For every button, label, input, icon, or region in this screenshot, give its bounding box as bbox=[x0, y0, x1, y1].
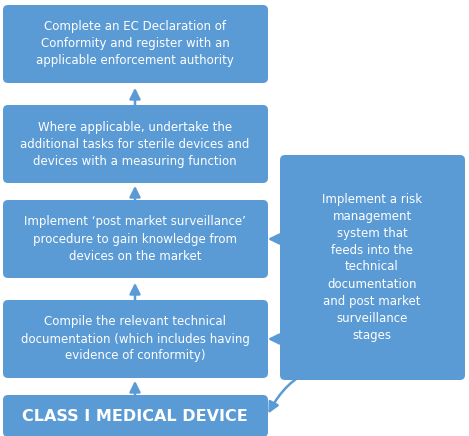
FancyBboxPatch shape bbox=[3, 5, 268, 83]
FancyBboxPatch shape bbox=[3, 300, 268, 378]
Text: CLASS I MEDICAL DEVICE: CLASS I MEDICAL DEVICE bbox=[22, 409, 248, 423]
FancyBboxPatch shape bbox=[3, 200, 268, 278]
Text: Implement a risk
management
system that
feeds into the
technical
documentation
a: Implement a risk management system that … bbox=[322, 193, 422, 341]
Text: Complete an EC Declaration of
Conformity and register with an
applicable enforce: Complete an EC Declaration of Conformity… bbox=[36, 20, 234, 68]
FancyBboxPatch shape bbox=[280, 155, 465, 380]
FancyBboxPatch shape bbox=[3, 395, 268, 436]
FancyBboxPatch shape bbox=[3, 105, 268, 183]
Text: Compile the relevant technical
documentation (which includes having
evidence of : Compile the relevant technical documenta… bbox=[21, 316, 250, 362]
Text: Where applicable, undertake the
additional tasks for sterile devices and
devices: Where applicable, undertake the addition… bbox=[20, 120, 250, 167]
Text: Implement ‘post market surveillance’
procedure to gain knowledge from
devices on: Implement ‘post market surveillance’ pro… bbox=[24, 215, 246, 262]
